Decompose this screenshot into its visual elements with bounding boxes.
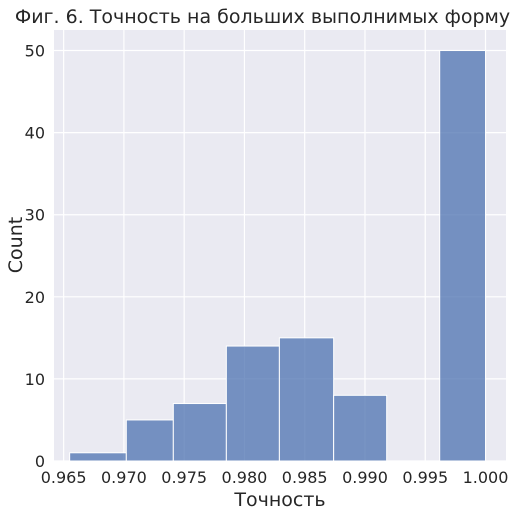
- x-tick-labels: 0.965 0.970 0.975 0.980 0.985 0.990 0.995 1.000: [41, 468, 509, 487]
- y-tick-label: 0: [35, 452, 45, 471]
- histogram-bar: [278, 337, 335, 462]
- y-tick-label: 20: [25, 288, 45, 307]
- y-axis-title: Count: [5, 217, 27, 273]
- x-tick-label: 0.985: [282, 468, 328, 487]
- y-tick-label: 30: [25, 206, 45, 225]
- histogram-bar: [333, 394, 388, 462]
- x-tick-label: 0.965: [41, 468, 87, 487]
- histogram-bar: [125, 419, 174, 462]
- chart-title: Фиг. 6. Точность на больших выполнимых ф…: [15, 6, 510, 28]
- histogram-bar: [172, 403, 227, 462]
- histogram-bar: [439, 50, 487, 462]
- x-tick-label: 0.995: [402, 468, 448, 487]
- histogram-bars: [69, 50, 487, 462]
- x-tick-label: 0.990: [342, 468, 388, 487]
- y-tick-label: 40: [25, 124, 45, 143]
- y-tick-label: 50: [25, 42, 45, 61]
- histogram-bar: [225, 345, 280, 462]
- y-tick-labels: 0 10 20 30 40 50: [25, 42, 45, 471]
- x-tick-label: 0.980: [222, 468, 268, 487]
- x-tick-label: 0.975: [161, 468, 207, 487]
- histogram-bar: [69, 452, 127, 462]
- x-tick-label: 1.000: [463, 468, 509, 487]
- x-axis-title: Точность: [233, 489, 325, 511]
- y-tick-label: 10: [25, 370, 45, 389]
- x-tick-label: 0.970: [101, 468, 147, 487]
